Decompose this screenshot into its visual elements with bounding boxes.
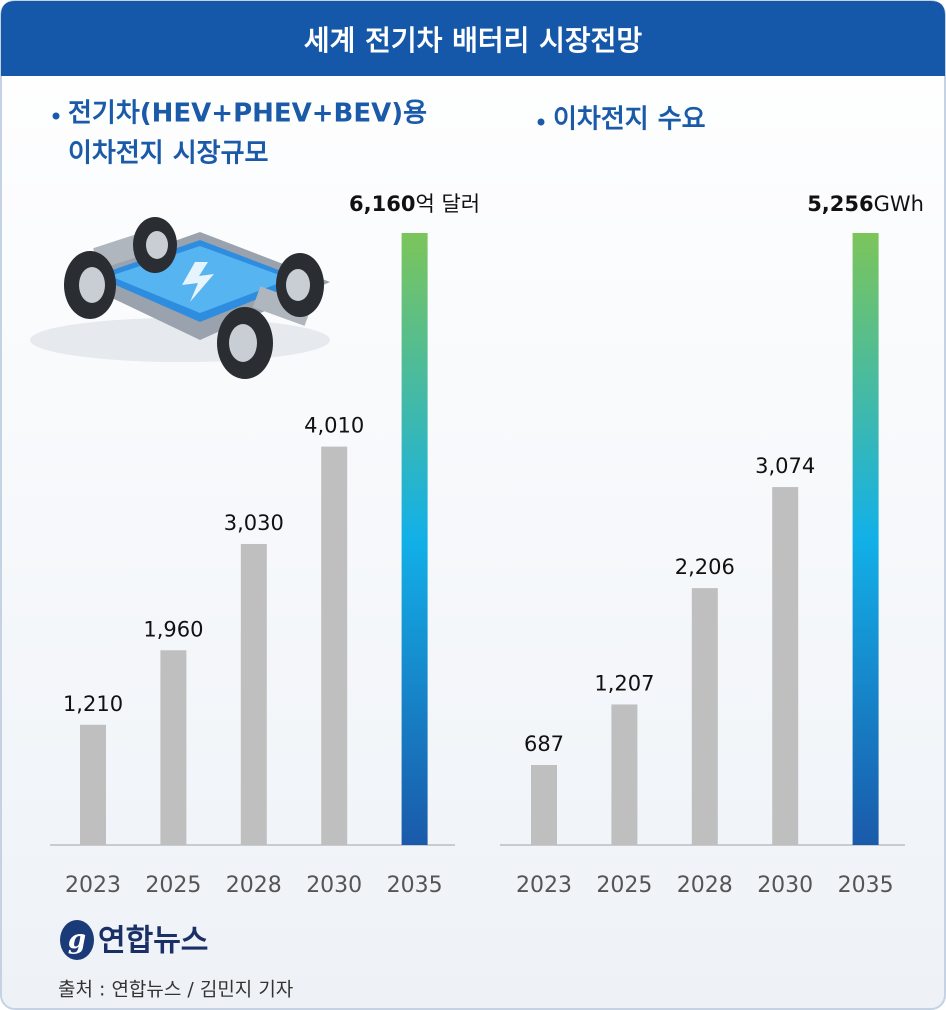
value-label: 1,210 (63, 692, 123, 716)
bar (691, 588, 718, 845)
value-label-number: 687 (524, 732, 564, 756)
header-title: 세계 전기차 배터리 시장전망 (304, 24, 643, 57)
source: 출처 : 연합뉴스 / 김민지 기자 (58, 979, 293, 1001)
x-tick-label: 2030 (306, 873, 362, 898)
bar (321, 446, 348, 845)
value-label-number: 2,206 (675, 555, 735, 579)
value-label: 1,207 (594, 671, 654, 695)
value-label-number: 6,160 (349, 192, 415, 216)
value-label: 6,160억 달러 (349, 192, 480, 216)
value-label: 687 (524, 732, 564, 756)
logo-text: 연합뉴스 (98, 924, 208, 959)
x-tick-label: 2030 (757, 873, 813, 898)
bar (401, 233, 428, 845)
value-label-number: 4,010 (304, 414, 364, 438)
value-label-number: 1,210 (63, 692, 123, 716)
value-label-number: 3,030 (224, 511, 284, 535)
value-label: 2,206 (675, 555, 735, 579)
x-tick-label: 2028 (226, 873, 282, 898)
bar (531, 765, 557, 845)
bar (611, 704, 638, 845)
value-label: 5,256GWh (807, 192, 924, 216)
value-label: 4,010 (304, 414, 364, 438)
x-tick-label: 2025 (145, 873, 201, 898)
chart-title: 이차전지 수요 (553, 105, 706, 135)
value-label: 3,030 (224, 511, 284, 535)
value-label-number: 5,256 (807, 192, 873, 216)
chart-title: 전기차(HEV+PHEV+BEV)용 (68, 99, 427, 129)
chart-title: 이차전지 시장규모 (68, 139, 268, 169)
logo: g 연합뉴스 (60, 920, 208, 960)
value-label: 1,960 (143, 617, 203, 641)
value-label-unit: GWh (874, 192, 924, 216)
value-label-number: 1,960 (143, 617, 203, 641)
x-tick-label: 2028 (677, 873, 733, 898)
bar (852, 233, 879, 845)
bar (772, 487, 799, 845)
x-tick-label: 2035 (387, 873, 443, 898)
svg-text:g: g (68, 925, 86, 955)
x-tick-label: 2023 (516, 873, 572, 898)
value-label-unit: 억 달러 (415, 192, 480, 216)
title-bullet (52, 112, 60, 120)
x-tick-label: 2035 (838, 873, 894, 898)
x-tick-label: 2025 (596, 873, 652, 898)
header-band (1, 1, 945, 76)
value-label-number: 1,207 (594, 671, 654, 695)
bar (160, 650, 187, 845)
car-illustration (30, 217, 330, 379)
bar (80, 724, 106, 845)
value-label: 3,074 (755, 454, 815, 478)
value-label-number: 3,074 (755, 454, 815, 478)
bar (240, 543, 267, 845)
title-bullet (537, 118, 545, 126)
x-tick-label: 2023 (65, 873, 121, 898)
